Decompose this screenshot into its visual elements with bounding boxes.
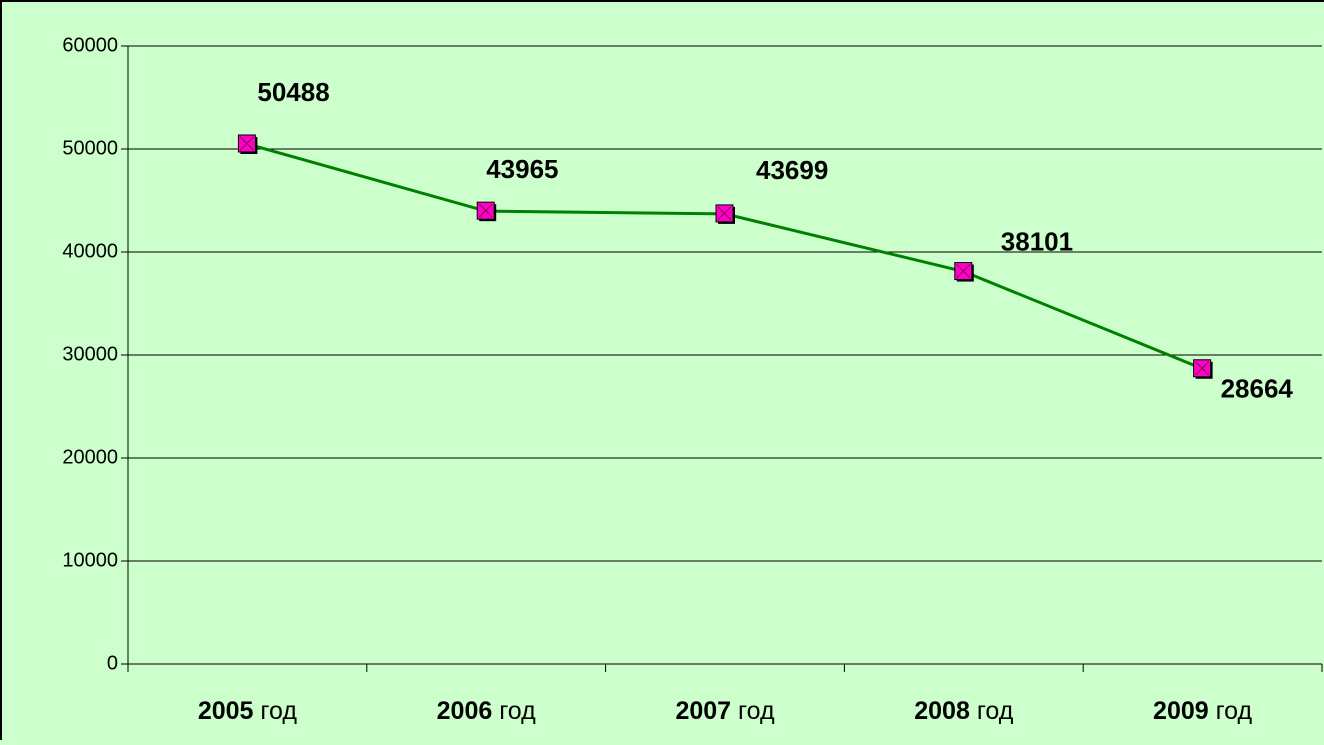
marker-cross [1195,361,1209,376]
y-tick-label: 20000 [62,446,118,468]
x-tick-label: 2006 год [437,697,536,725]
marker [954,262,974,282]
x-tick-label: 2007 год [675,697,774,725]
data-label: 38101 [1001,226,1073,256]
y-tick-label: 40000 [62,240,118,262]
data-label: 43965 [486,154,558,184]
marker [237,134,258,154]
data-label: 43699 [756,155,828,185]
y-tick-label: 50000 [62,137,118,159]
y-tick-label: 10000 [62,549,118,571]
marker-cross [956,264,971,278]
y-tick-label: 0 [107,652,118,674]
marker [476,201,497,222]
marker-cross [240,136,254,151]
marker [715,204,735,224]
marker-cross [478,203,493,218]
x-tick-label: 2005 год [198,697,297,725]
y-tick-label: 30000 [62,343,118,365]
marker-cross [717,206,732,221]
x-tick-label: 2009 год [1153,697,1252,725]
data-label: 28664 [1221,374,1294,404]
data-label: 50488 [257,77,329,107]
y-tick-label: 60000 [62,34,118,56]
x-tick-label: 2008 год [914,697,1013,725]
marker [1193,359,1213,379]
